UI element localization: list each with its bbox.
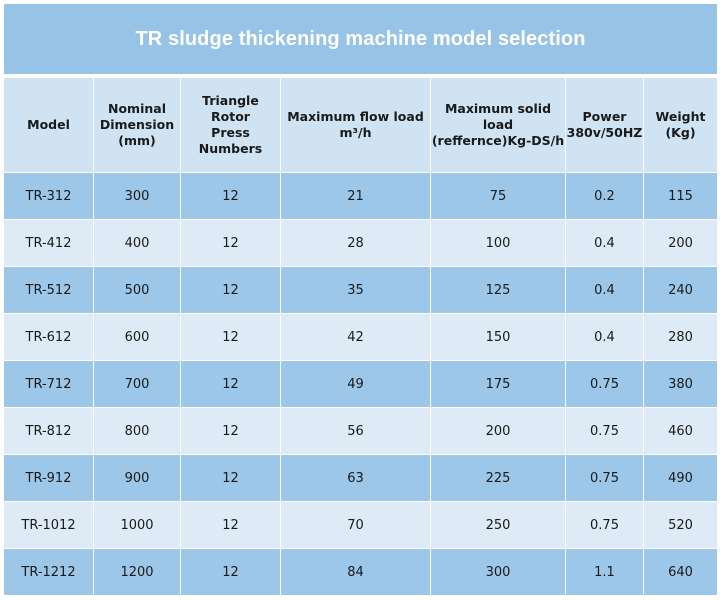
cell-rotor: 12 [181,220,281,267]
header-weight-line-2: (Kg) [665,125,696,140]
cell-weight: 115 [644,173,717,220]
cell-dimension: 1200 [94,549,181,596]
header-rotor-line-2: Press Numbers [198,125,263,156]
header-solid-line-1: Maximum solid load [444,101,552,132]
cell-model: TR-1212 [4,549,94,596]
header-nominal-line-1: Nominal [108,101,166,116]
cell-flow: 35 [281,267,431,314]
cell-weight: 460 [644,408,717,455]
cell-rotor: 12 [181,173,281,220]
cell-model: TR-812 [4,408,94,455]
cell-solid: 100 [431,220,566,267]
header-row: Model Nominal Dimension (mm) Triangle Ro… [4,78,717,173]
header-max-solid-load: Maximum solid load (reffernce)Kg-DS/h [431,78,566,173]
table-row: TR-912 900 12 63 225 0.75 490 [4,455,717,502]
cell-rotor: 12 [181,314,281,361]
cell-flow: 63 [281,455,431,502]
model-selection-table: Model Nominal Dimension (mm) Triangle Ro… [4,78,717,596]
cell-flow: 70 [281,502,431,549]
table-row: TR-812 800 12 56 200 0.75 460 [4,408,717,455]
cell-dimension: 600 [94,314,181,361]
header-weight-line-1: Weight [655,109,706,124]
header-nominal-line-3: (mm) [118,133,156,148]
table-row: TR-312 300 12 21 75 0.2 115 [4,173,717,220]
header-max-flow-load: Maximum flow load m³/h [281,78,431,173]
cell-model: TR-912 [4,455,94,502]
header-nominal-line-2: Dimension [99,117,175,132]
table-title: TR sludge thickening machine model selec… [4,4,717,74]
header-flow-line-2: m³/h [339,125,372,140]
cell-model: TR-512 [4,267,94,314]
table-row: TR-1212 1200 12 84 300 1.1 640 [4,549,717,596]
cell-model: TR-712 [4,361,94,408]
cell-power: 0.2 [566,173,644,220]
header-model: Model [4,78,94,173]
cell-flow: 56 [281,408,431,455]
cell-dimension: 900 [94,455,181,502]
cell-model: TR-412 [4,220,94,267]
header-flow-line-1: Maximum flow load [287,109,424,124]
cell-flow: 84 [281,549,431,596]
cell-flow: 21 [281,173,431,220]
cell-dimension: 700 [94,361,181,408]
header-weight: Weight (Kg) [644,78,717,173]
cell-weight: 240 [644,267,717,314]
cell-flow: 42 [281,314,431,361]
cell-solid: 150 [431,314,566,361]
cell-solid: 200 [431,408,566,455]
header-power-line-1: Power [582,109,627,124]
cell-solid: 300 [431,549,566,596]
cell-rotor: 12 [181,267,281,314]
table-row: TR-712 700 12 49 175 0.75 380 [4,361,717,408]
header-solid-line-2: (reffernce)Kg-DS/h [431,133,565,148]
cell-dimension: 800 [94,408,181,455]
cell-model: TR-312 [4,173,94,220]
cell-dimension: 300 [94,173,181,220]
header-power: Power 380v/50HZ [566,78,644,173]
cell-rotor: 12 [181,549,281,596]
cell-power: 0.4 [566,220,644,267]
cell-rotor: 12 [181,502,281,549]
cell-weight: 640 [644,549,717,596]
cell-model: TR-1012 [4,502,94,549]
cell-power: 1.1 [566,549,644,596]
cell-power: 0.75 [566,408,644,455]
cell-flow: 28 [281,220,431,267]
cell-power: 0.75 [566,455,644,502]
cell-rotor: 12 [181,408,281,455]
cell-solid: 175 [431,361,566,408]
cell-dimension: 500 [94,267,181,314]
header-rotor-line-1: Triangle Rotor [202,93,259,124]
table-row: TR-612 600 12 42 150 0.4 280 [4,314,717,361]
cell-solid: 125 [431,267,566,314]
cell-power: 0.75 [566,502,644,549]
cell-weight: 490 [644,455,717,502]
cell-dimension: 1000 [94,502,181,549]
table-row: TR-1012 1000 12 70 250 0.75 520 [4,502,717,549]
cell-solid: 250 [431,502,566,549]
cell-flow: 49 [281,361,431,408]
cell-weight: 280 [644,314,717,361]
table-row: TR-412 400 12 28 100 0.4 200 [4,220,717,267]
cell-rotor: 12 [181,361,281,408]
cell-rotor: 12 [181,455,281,502]
cell-dimension: 400 [94,220,181,267]
cell-weight: 520 [644,502,717,549]
cell-weight: 380 [644,361,717,408]
header-power-line-2: 380v/50HZ [566,125,643,140]
cell-power: 0.4 [566,314,644,361]
header-nominal-dimension: Nominal Dimension (mm) [94,78,181,173]
cell-solid: 225 [431,455,566,502]
cell-power: 0.4 [566,267,644,314]
header-model-label: Model [27,117,70,132]
cell-model: TR-612 [4,314,94,361]
cell-power: 0.75 [566,361,644,408]
spec-sheet: TR sludge thickening machine model selec… [4,4,717,596]
table-row: TR-512 500 12 35 125 0.4 240 [4,267,717,314]
cell-weight: 200 [644,220,717,267]
cell-solid: 75 [431,173,566,220]
header-rotor-press-numbers: Triangle Rotor Press Numbers [181,78,281,173]
